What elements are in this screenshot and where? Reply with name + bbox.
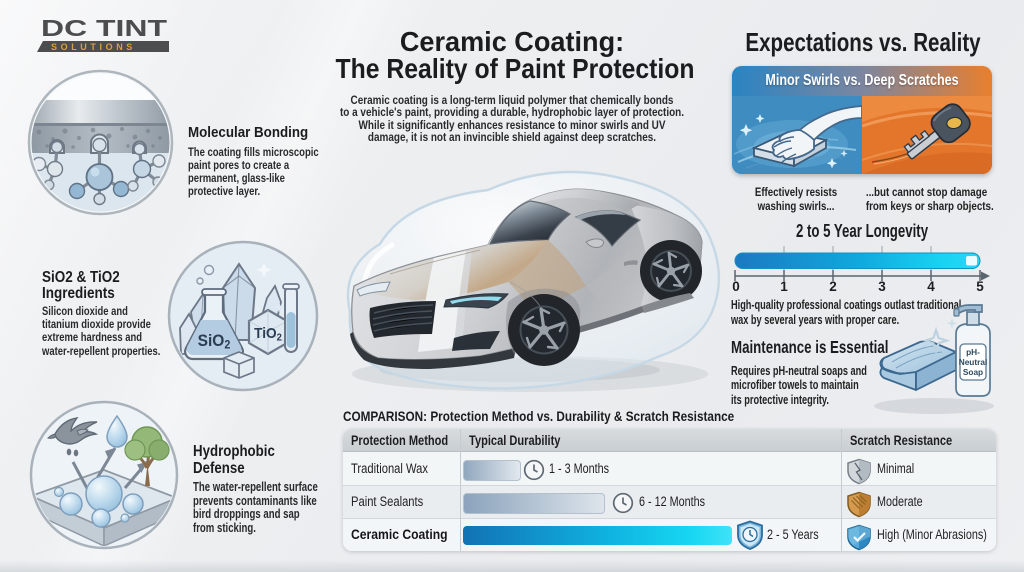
svg-text:1: 1 — [780, 279, 788, 294]
svg-text:Neutral: Neutral — [959, 357, 988, 367]
svg-text:SiO2: SiO2 — [198, 333, 231, 352]
svg-text:TiO2: TiO2 — [254, 325, 282, 344]
svg-text:SOLUTIONS: SOLUTIONS — [51, 42, 136, 52]
svg-text:DC TINT: DC TINT — [41, 15, 168, 41]
svg-text:5: 5 — [976, 279, 984, 294]
svg-text:2: 2 — [829, 279, 837, 294]
svg-text:pH-: pH- — [966, 347, 980, 357]
svg-text:Soap: Soap — [963, 367, 983, 377]
svg-text:0: 0 — [732, 279, 740, 294]
svg-text:3: 3 — [878, 279, 886, 294]
svg-text:4: 4 — [927, 279, 935, 294]
